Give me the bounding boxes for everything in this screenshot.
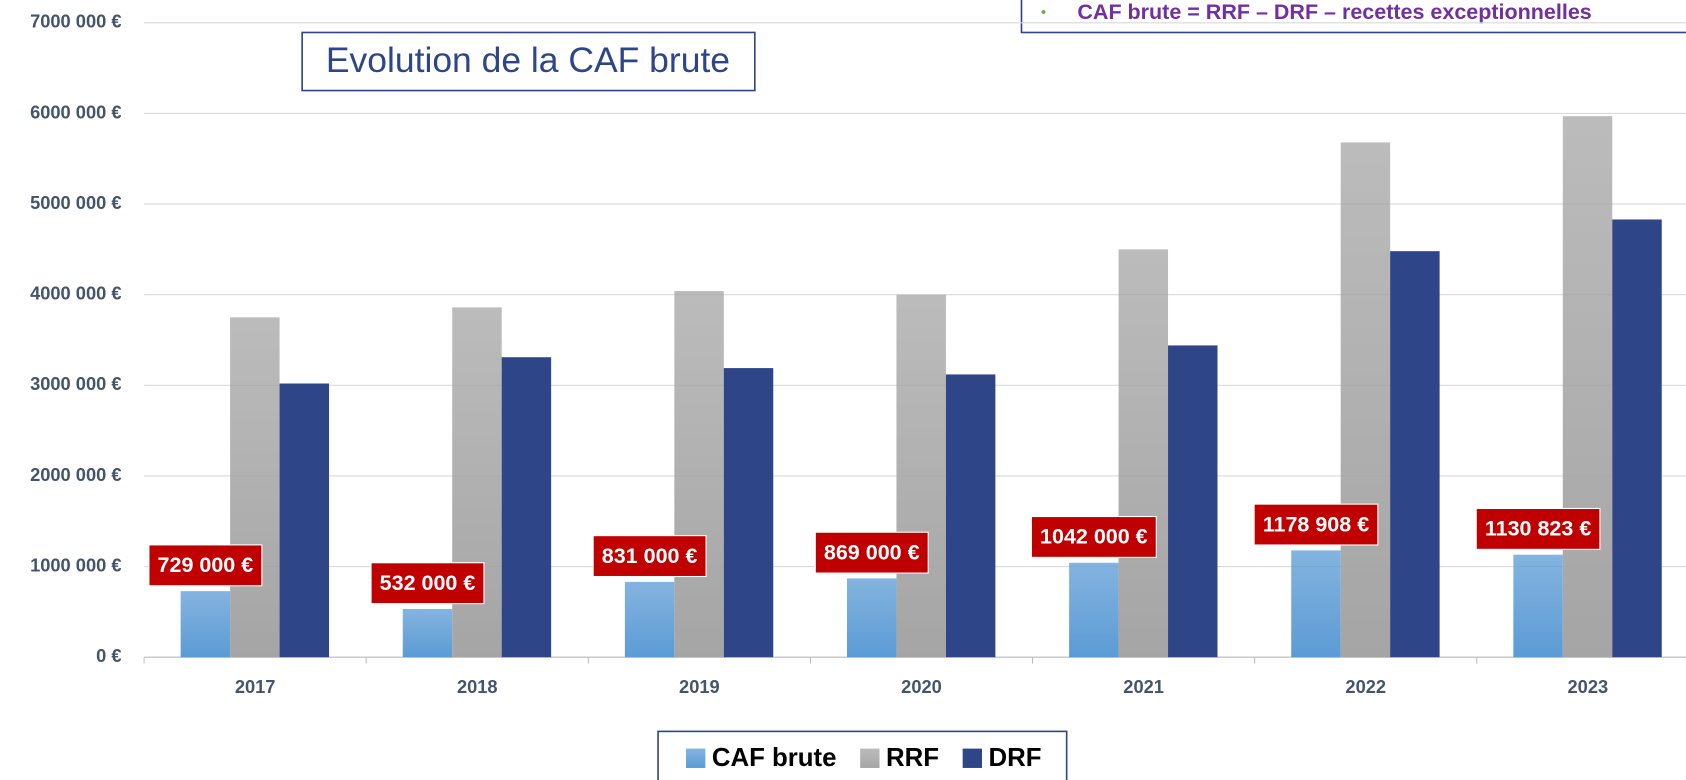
x-tick-label: 2019 — [679, 676, 720, 697]
bar — [945, 374, 996, 658]
data-label-box — [592, 535, 707, 578]
data-label-box — [1475, 507, 1601, 550]
y-tick-label: 0 € — [96, 645, 121, 666]
legend-swatch — [962, 748, 983, 768]
legend-swatch — [860, 748, 880, 768]
bar — [1291, 550, 1341, 658]
data-label-box — [1030, 515, 1157, 558]
x-tick-label: 2020 — [901, 676, 942, 697]
bar — [1069, 562, 1119, 658]
data-label: 1042 000 € — [1040, 525, 1148, 549]
data-label: 869 000 € — [824, 540, 920, 564]
y-tick-label: 3000 000 € — [30, 373, 121, 394]
bar — [1562, 116, 1613, 658]
data-label: 1130 823 € — [1485, 517, 1591, 541]
y-tick-label: 7000 000 € — [30, 11, 121, 32]
x-tick-label: 2018 — [457, 676, 498, 697]
data-label-box — [814, 531, 929, 574]
annotation: CAF brute = RRF – DRF – recettes excepti… — [1077, 0, 1591, 24]
bar — [501, 357, 552, 658]
title-box — [301, 31, 756, 92]
bar — [1390, 251, 1440, 658]
data-label-box — [1253, 503, 1379, 546]
y-tick-label: 6000 000 € — [30, 101, 121, 122]
annotation-box — [1020, 0, 1686, 34]
y-tick-label: 2000 000 € — [30, 464, 121, 485]
bar — [1612, 219, 1662, 658]
chart-title: Evolution de la CAF brute — [326, 40, 730, 80]
bar — [402, 608, 453, 658]
bar — [230, 317, 280, 658]
legend-swatch — [686, 748, 706, 768]
data-label: 532 000 € — [380, 571, 476, 595]
bar — [1118, 249, 1169, 658]
y-tick-label: 5000 000 € — [30, 192, 121, 213]
bar — [180, 591, 231, 658]
x-tick-label: 2017 — [235, 676, 276, 697]
bar — [624, 581, 675, 658]
data-label: 729 000 € — [158, 553, 254, 577]
bar — [674, 291, 724, 658]
data-label: 1178 908 € — [1263, 512, 1369, 536]
bar — [279, 383, 330, 658]
bar — [896, 294, 946, 658]
y-tick-label: 1000 000 € — [30, 554, 121, 575]
legend-label: RRF — [886, 744, 939, 772]
legend-label: DRF — [988, 744, 1041, 772]
x-tick-label: 2021 — [1123, 676, 1164, 697]
data-label-box — [148, 544, 263, 587]
legend-label: CAF brute — [712, 744, 837, 772]
bar — [1340, 142, 1391, 658]
data-label-box — [370, 562, 485, 605]
bar — [723, 368, 774, 658]
x-tick-label: 2023 — [1568, 676, 1609, 697]
bar — [1168, 345, 1218, 658]
bar — [1513, 554, 1563, 658]
bar — [846, 578, 897, 658]
bullet: • — [1041, 4, 1046, 21]
data-label: 831 000 € — [602, 544, 698, 568]
y-tick-label: 4000 000 € — [30, 283, 121, 304]
bar — [452, 307, 502, 658]
x-tick-label: 2022 — [1345, 676, 1386, 697]
